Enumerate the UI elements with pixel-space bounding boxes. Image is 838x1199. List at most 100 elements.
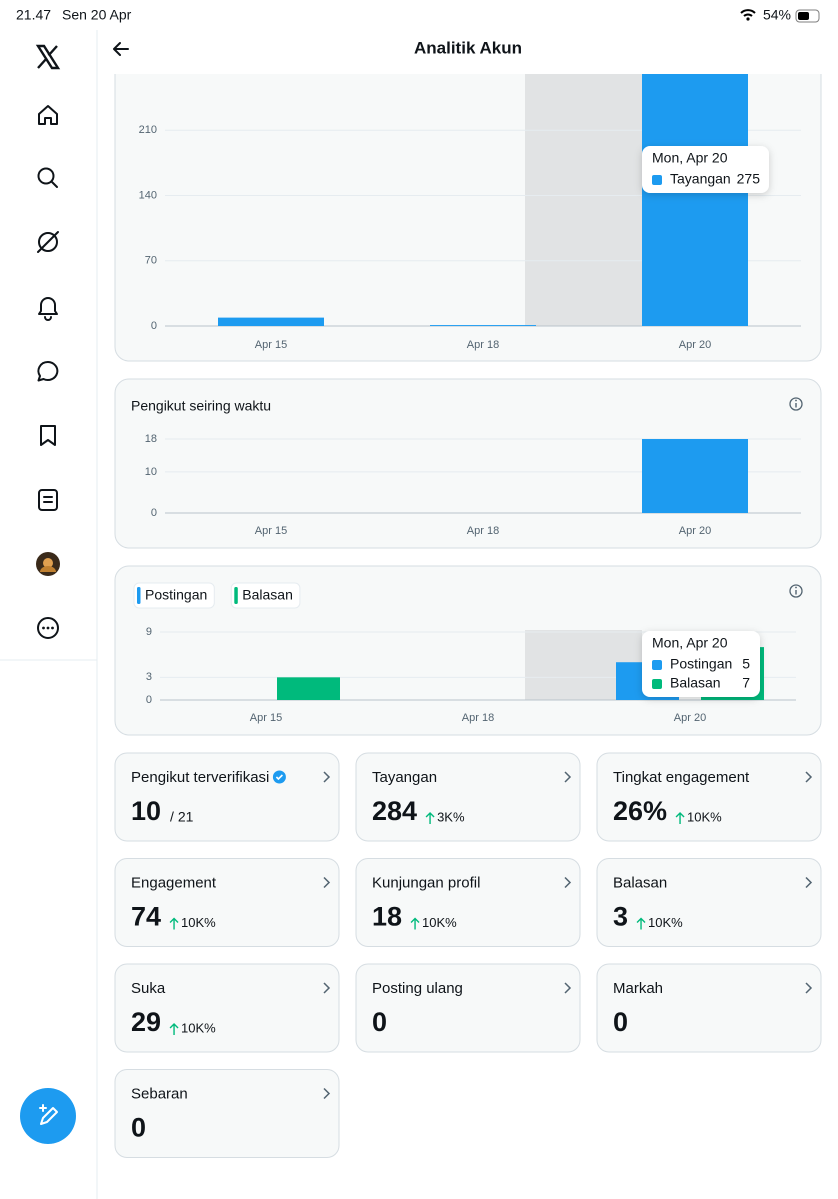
card-suffix: / 21 — [170, 809, 194, 825]
tooltip: Mon, Apr 20 Tayangan 275 — [642, 146, 769, 193]
card-title: Tayangan — [372, 769, 437, 786]
chevron — [805, 771, 813, 783]
metric-card[interactable]: Kunjungan profil 18 10K% — [355, 858, 581, 947]
y-tick-label: 0 — [151, 320, 157, 332]
tooltip-value: 5 — [742, 656, 750, 672]
legend-item[interactable]: Postingan — [133, 582, 215, 609]
back-button[interactable] — [113, 42, 129, 56]
metric-card[interactable]: Suka 29 10K% — [114, 963, 340, 1053]
sidebar-bg — [0, 30, 97, 1199]
tooltip-title: Mon, Apr 20 — [652, 150, 728, 166]
bar — [277, 677, 340, 700]
card-value: 10 — [131, 796, 161, 826]
card-change: 10K% — [181, 915, 216, 930]
card-value: 0 — [372, 1007, 387, 1037]
metric-card[interactable]: Engagement 74 10K% — [114, 858, 340, 947]
card-title: Pengikut terverifikasi — [131, 769, 269, 786]
card-change: 3K% — [437, 809, 465, 824]
card-box — [596, 858, 822, 947]
up-arrow — [410, 917, 420, 930]
nav-search[interactable] — [37, 167, 58, 188]
nav-profile — [40, 566, 56, 572]
info-icon — [789, 397, 803, 411]
metric-card[interactable]: Balasan 3 10K% — [596, 858, 822, 947]
card-title: Kunjungan profil — [372, 874, 480, 891]
y-tick-label: 9 — [146, 626, 152, 638]
y-tick-label: 0 — [146, 694, 152, 706]
nav-home[interactable] — [38, 105, 58, 125]
chevron — [323, 771, 331, 783]
bar — [218, 317, 324, 326]
compose-button[interactable] — [20, 1088, 76, 1144]
nav-bookmarks[interactable] — [40, 425, 56, 446]
compose-button — [39, 1104, 58, 1125]
up-arrow — [169, 917, 179, 930]
metric-card[interactable]: Markah 0 — [596, 963, 822, 1053]
x-tick-label: Apr 18 — [467, 525, 499, 537]
battery-icon — [795, 9, 820, 23]
metric-card[interactable]: Tayangan 284 3K% — [355, 752, 581, 842]
y-tick-label: 210 — [139, 124, 157, 136]
card-value: 29 — [131, 1007, 161, 1037]
metric-card[interactable]: Sebaran 0 — [114, 1069, 340, 1158]
up-arrow — [636, 917, 646, 930]
nav-more[interactable] — [37, 617, 59, 639]
date: Sen 20 Apr — [62, 7, 132, 23]
card-box — [114, 858, 340, 947]
card-box — [596, 963, 822, 1053]
card-title: Sebaran — [131, 1085, 188, 1102]
legend-label: Postingan — [145, 587, 207, 603]
card-value: 26% — [613, 796, 667, 826]
nav-grok[interactable] — [37, 231, 59, 253]
info-icon[interactable] — [789, 397, 803, 411]
time: 21.47 — [16, 7, 51, 23]
info-icon[interactable] — [789, 584, 803, 598]
y-tick-label: 10 — [145, 466, 157, 478]
legend-item[interactable]: Balasan — [230, 582, 301, 609]
wifi-icon — [740, 9, 756, 17]
card-box — [355, 752, 581, 842]
metric-card[interactable]: Pengikut terverifikasi 10 / 21 — [114, 752, 340, 842]
nav-more — [42, 626, 45, 630]
card-title: Posting ulang — [372, 980, 463, 997]
chart-title: Pengikut seiring waktu — [131, 398, 271, 414]
compose-button — [20, 1088, 76, 1144]
nav-more — [51, 626, 54, 630]
chevron — [805, 982, 813, 994]
nav-notifications[interactable] — [38, 297, 58, 321]
nav-profile[interactable] — [36, 552, 60, 576]
nav-grok — [38, 232, 58, 252]
status-bg — [0, 0, 838, 30]
battery-level: 54% — [763, 7, 791, 23]
nav-messages[interactable] — [37, 360, 59, 382]
card-title: Balasan — [613, 874, 667, 891]
nav-more — [46, 626, 50, 630]
card-value: 18 — [372, 902, 402, 932]
x-tick-label: Apr 20 — [674, 712, 706, 724]
bar — [642, 439, 748, 513]
nav-lists — [38, 489, 58, 511]
tooltip-box — [642, 146, 769, 193]
y-tick-label: 70 — [145, 255, 157, 267]
y-tick-label: 140 — [139, 189, 157, 201]
card-change: 10K% — [422, 915, 457, 930]
logo[interactable] — [35, 44, 61, 70]
metric-card[interactable]: Tingkat engagement 26% 10K% — [596, 752, 822, 842]
legend-label: Balasan — [242, 587, 293, 603]
card-box — [355, 963, 581, 1053]
chevron — [323, 1087, 331, 1100]
tooltip-title: Mon, Apr 20 — [652, 635, 728, 651]
metric-card[interactable]: Posting ulang 0 — [355, 963, 581, 1053]
card-title: Tingkat engagement — [613, 769, 750, 786]
card-value: 0 — [613, 1007, 628, 1037]
card-value: 0 — [131, 1113, 146, 1143]
y-tick-label: 18 — [145, 433, 157, 445]
y-tick-label: 0 — [151, 507, 157, 519]
info-icon — [789, 584, 803, 598]
legend-swatch — [137, 587, 141, 604]
nav-lists[interactable] — [38, 489, 58, 511]
y-tick-label: 3 — [146, 671, 152, 683]
nav-grok — [37, 231, 59, 253]
